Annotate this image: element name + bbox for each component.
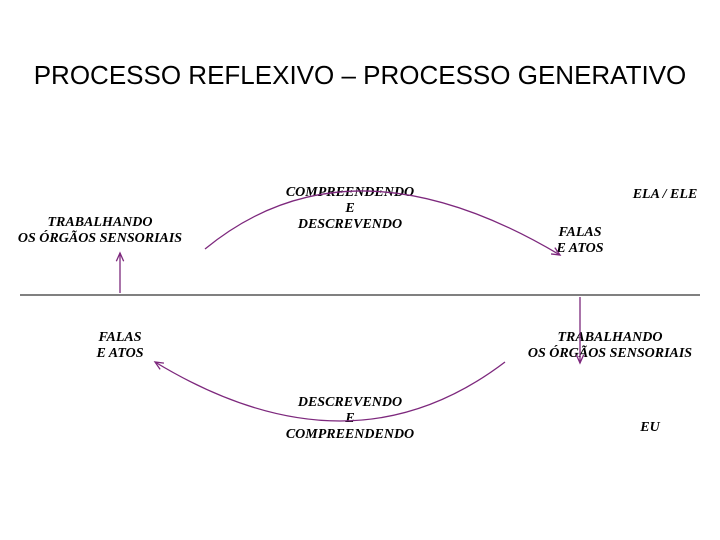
label-line: TRABALHANDO bbox=[47, 215, 152, 230]
label-line: DESCREVENDO bbox=[298, 395, 402, 410]
label-line: EU bbox=[640, 420, 659, 435]
label-bottom-right-corner: EU bbox=[610, 420, 690, 436]
label-line: OS ÓRGÃOS SENSORIAIS bbox=[528, 346, 692, 361]
label-line: COMPREENDENDO bbox=[286, 185, 414, 200]
label-top-right-falas: FALASE ATOS bbox=[530, 225, 630, 257]
label-top-right-corner: ELA / ELE bbox=[610, 187, 720, 203]
label-line: DESCREVENDO bbox=[298, 217, 402, 232]
diagram-stage: PROCESSO REFLEXIVO – PROCESSO GENERATIVO… bbox=[0, 0, 720, 540]
label-line: TRABALHANDO bbox=[557, 330, 662, 345]
label-line: E bbox=[345, 201, 354, 216]
label-line: FALAS bbox=[558, 225, 601, 240]
label-line: FALAS bbox=[98, 330, 141, 345]
label-line: E bbox=[345, 411, 354, 426]
label-bottom-left-falas: FALASE ATOS bbox=[70, 330, 170, 362]
label-top-center: COMPREENDENDOEDESCREVENDO bbox=[250, 185, 450, 233]
label-line: E ATOS bbox=[96, 346, 143, 361]
label-bottom-center: DESCREVENDOECOMPREENDENDO bbox=[250, 395, 450, 443]
label-line: COMPREENDENDO bbox=[286, 427, 414, 442]
label-line: ELA / ELE bbox=[633, 187, 698, 202]
label-line: OS ÓRGÃOS SENSORIAIS bbox=[18, 231, 182, 246]
label-bottom-right: TRABALHANDOOS ÓRGÃOS SENSORIAIS bbox=[500, 330, 720, 362]
label-top-left: TRABALHANDOOS ÓRGÃOS SENSORIAIS bbox=[0, 215, 210, 247]
diagram-title: PROCESSO REFLEXIVO – PROCESSO GENERATIVO bbox=[0, 60, 720, 91]
label-line: E ATOS bbox=[556, 241, 603, 256]
